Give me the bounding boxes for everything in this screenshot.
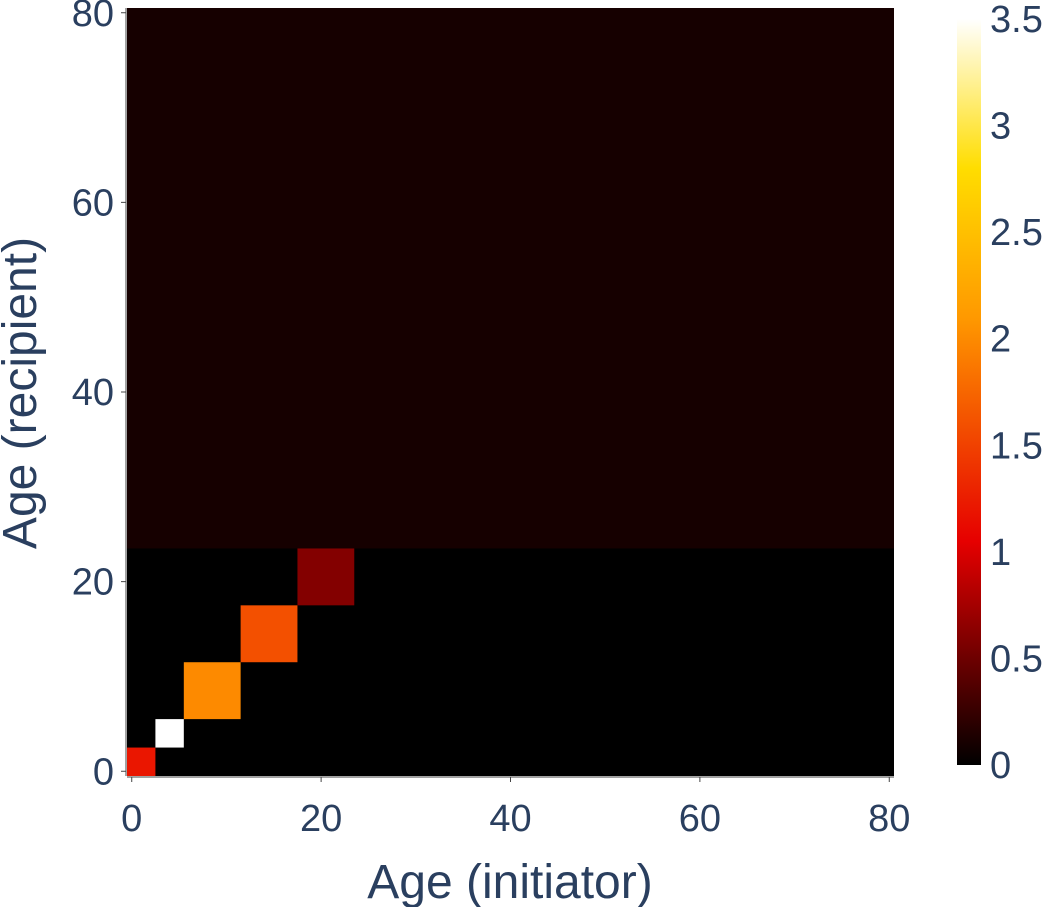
x-tick-label: 20 xyxy=(300,798,342,840)
heatmap-cell xyxy=(297,548,355,606)
x-tick-label: 40 xyxy=(489,798,531,840)
y-tick-label: 60 xyxy=(72,182,114,224)
heatmap-cell xyxy=(155,719,184,748)
y-tick-label: 20 xyxy=(72,562,114,604)
colorbar-tick-label: 2 xyxy=(990,319,1011,361)
colorbar-tick-label: 0.5 xyxy=(990,638,1043,680)
heatmap-cell xyxy=(127,747,156,776)
y-axis-title: Age (recipient) xyxy=(0,237,47,549)
colorbar-gradient xyxy=(957,19,981,765)
x-tick-label: 60 xyxy=(679,798,721,840)
colorbar-tick-label: 0 xyxy=(990,745,1011,787)
x-tick-label: 0 xyxy=(121,798,142,840)
x-tick-label: 80 xyxy=(868,798,910,840)
colorbar-tick-label: 1 xyxy=(990,532,1011,574)
y-axis: 0 20 40 60 80 xyxy=(72,0,127,793)
heatmap-cell xyxy=(183,662,241,720)
plot-area xyxy=(127,8,894,776)
x-axis-title: Age (initiator) xyxy=(367,856,652,907)
colorbar: 0 0.5 1 1.5 2 2.5 3 3.5 xyxy=(957,0,1043,787)
x-axis: 0 20 40 60 80 xyxy=(121,776,910,840)
heatmap-band xyxy=(127,8,894,549)
colorbar-tick-label: 1.5 xyxy=(990,425,1043,467)
heatmap-cell xyxy=(240,605,298,663)
colorbar-tick-label: 3.5 xyxy=(990,0,1043,41)
y-tick-label: 40 xyxy=(72,372,114,414)
colorbar-tick-label: 3 xyxy=(990,106,1011,148)
y-tick-label: 80 xyxy=(72,0,114,35)
colorbar-tick-label: 2.5 xyxy=(990,212,1043,254)
y-tick-label: 0 xyxy=(93,751,114,793)
